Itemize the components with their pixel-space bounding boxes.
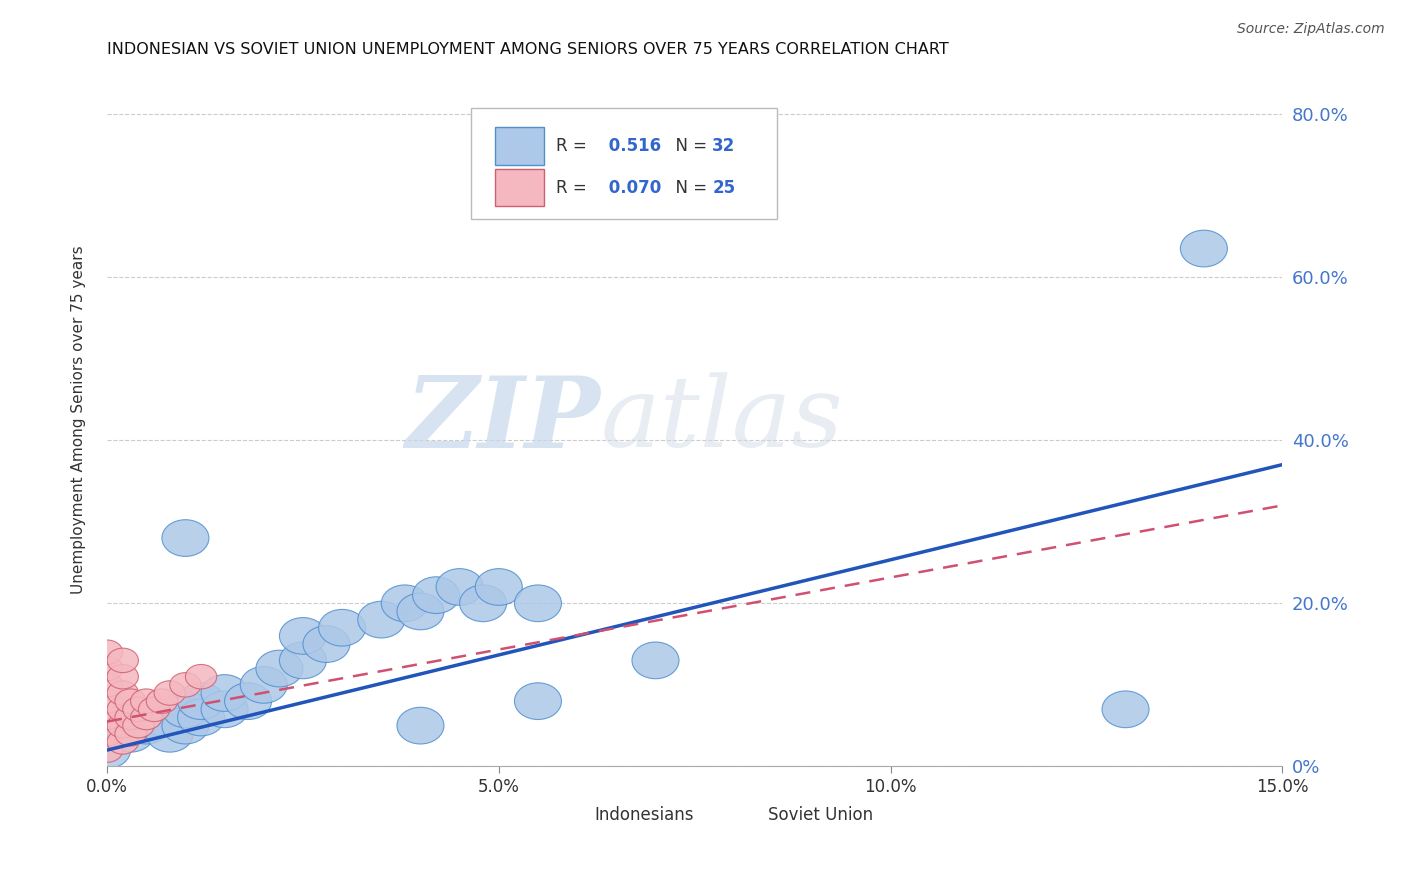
Text: 0.516: 0.516 <box>603 136 661 155</box>
Ellipse shape <box>146 715 193 752</box>
Ellipse shape <box>115 689 146 714</box>
Ellipse shape <box>131 706 162 730</box>
Ellipse shape <box>122 714 155 738</box>
Ellipse shape <box>155 681 186 706</box>
Ellipse shape <box>131 689 162 714</box>
Ellipse shape <box>201 674 247 711</box>
Ellipse shape <box>91 689 122 714</box>
Text: INDONESIAN VS SOVIET UNION UNEMPLOYMENT AMONG SENIORS OVER 75 YEARS CORRELATION : INDONESIAN VS SOVIET UNION UNEMPLOYMENT … <box>107 42 949 57</box>
Ellipse shape <box>162 691 209 728</box>
Ellipse shape <box>91 722 122 746</box>
Ellipse shape <box>225 682 271 720</box>
Ellipse shape <box>115 722 146 746</box>
Ellipse shape <box>256 650 302 687</box>
Text: ZIP: ZIP <box>406 372 600 468</box>
Text: Source: ZipAtlas.com: Source: ZipAtlas.com <box>1237 22 1385 37</box>
Text: Indonesians: Indonesians <box>595 806 695 824</box>
Ellipse shape <box>201 691 247 728</box>
Ellipse shape <box>122 707 170 744</box>
Ellipse shape <box>1181 230 1227 267</box>
Ellipse shape <box>91 673 122 697</box>
Ellipse shape <box>1102 691 1149 728</box>
Ellipse shape <box>162 520 209 557</box>
Ellipse shape <box>280 617 326 654</box>
Ellipse shape <box>460 585 506 622</box>
Ellipse shape <box>357 601 405 638</box>
Ellipse shape <box>91 738 122 763</box>
Ellipse shape <box>177 699 225 736</box>
Ellipse shape <box>107 697 138 722</box>
Ellipse shape <box>91 657 122 681</box>
Ellipse shape <box>240 666 287 703</box>
Ellipse shape <box>515 585 561 622</box>
Ellipse shape <box>122 697 155 722</box>
Ellipse shape <box>381 585 429 622</box>
Ellipse shape <box>162 707 209 744</box>
Ellipse shape <box>146 689 177 714</box>
Ellipse shape <box>107 730 138 754</box>
Text: 32: 32 <box>713 136 735 155</box>
Ellipse shape <box>115 706 146 730</box>
Text: atlas: atlas <box>600 372 844 467</box>
Ellipse shape <box>91 640 122 665</box>
Ellipse shape <box>83 731 131 768</box>
Ellipse shape <box>107 648 138 673</box>
Ellipse shape <box>515 682 561 720</box>
Ellipse shape <box>396 593 444 630</box>
FancyBboxPatch shape <box>495 169 544 206</box>
Text: Soviet Union: Soviet Union <box>768 806 873 824</box>
Ellipse shape <box>396 707 444 744</box>
Ellipse shape <box>107 665 138 689</box>
Ellipse shape <box>302 625 350 663</box>
Ellipse shape <box>107 681 138 706</box>
Text: 0.070: 0.070 <box>603 178 661 196</box>
Y-axis label: Unemployment Among Seniors over 75 years: Unemployment Among Seniors over 75 years <box>72 245 86 594</box>
Ellipse shape <box>138 697 170 722</box>
FancyBboxPatch shape <box>551 801 589 829</box>
Text: N =: N = <box>665 178 713 196</box>
Ellipse shape <box>631 642 679 679</box>
Ellipse shape <box>412 577 460 614</box>
Ellipse shape <box>280 642 326 679</box>
Text: R =: R = <box>555 136 592 155</box>
Ellipse shape <box>138 699 186 736</box>
Text: 25: 25 <box>713 178 735 196</box>
Ellipse shape <box>170 673 201 697</box>
Ellipse shape <box>91 706 122 730</box>
Text: N =: N = <box>665 136 713 155</box>
Text: R =: R = <box>555 178 592 196</box>
FancyBboxPatch shape <box>471 108 778 219</box>
Ellipse shape <box>177 682 225 720</box>
Ellipse shape <box>475 568 522 606</box>
Ellipse shape <box>107 714 138 738</box>
FancyBboxPatch shape <box>721 801 759 829</box>
Ellipse shape <box>319 609 366 646</box>
Ellipse shape <box>186 665 217 689</box>
Ellipse shape <box>436 568 484 606</box>
FancyBboxPatch shape <box>495 128 544 164</box>
Ellipse shape <box>107 715 155 752</box>
